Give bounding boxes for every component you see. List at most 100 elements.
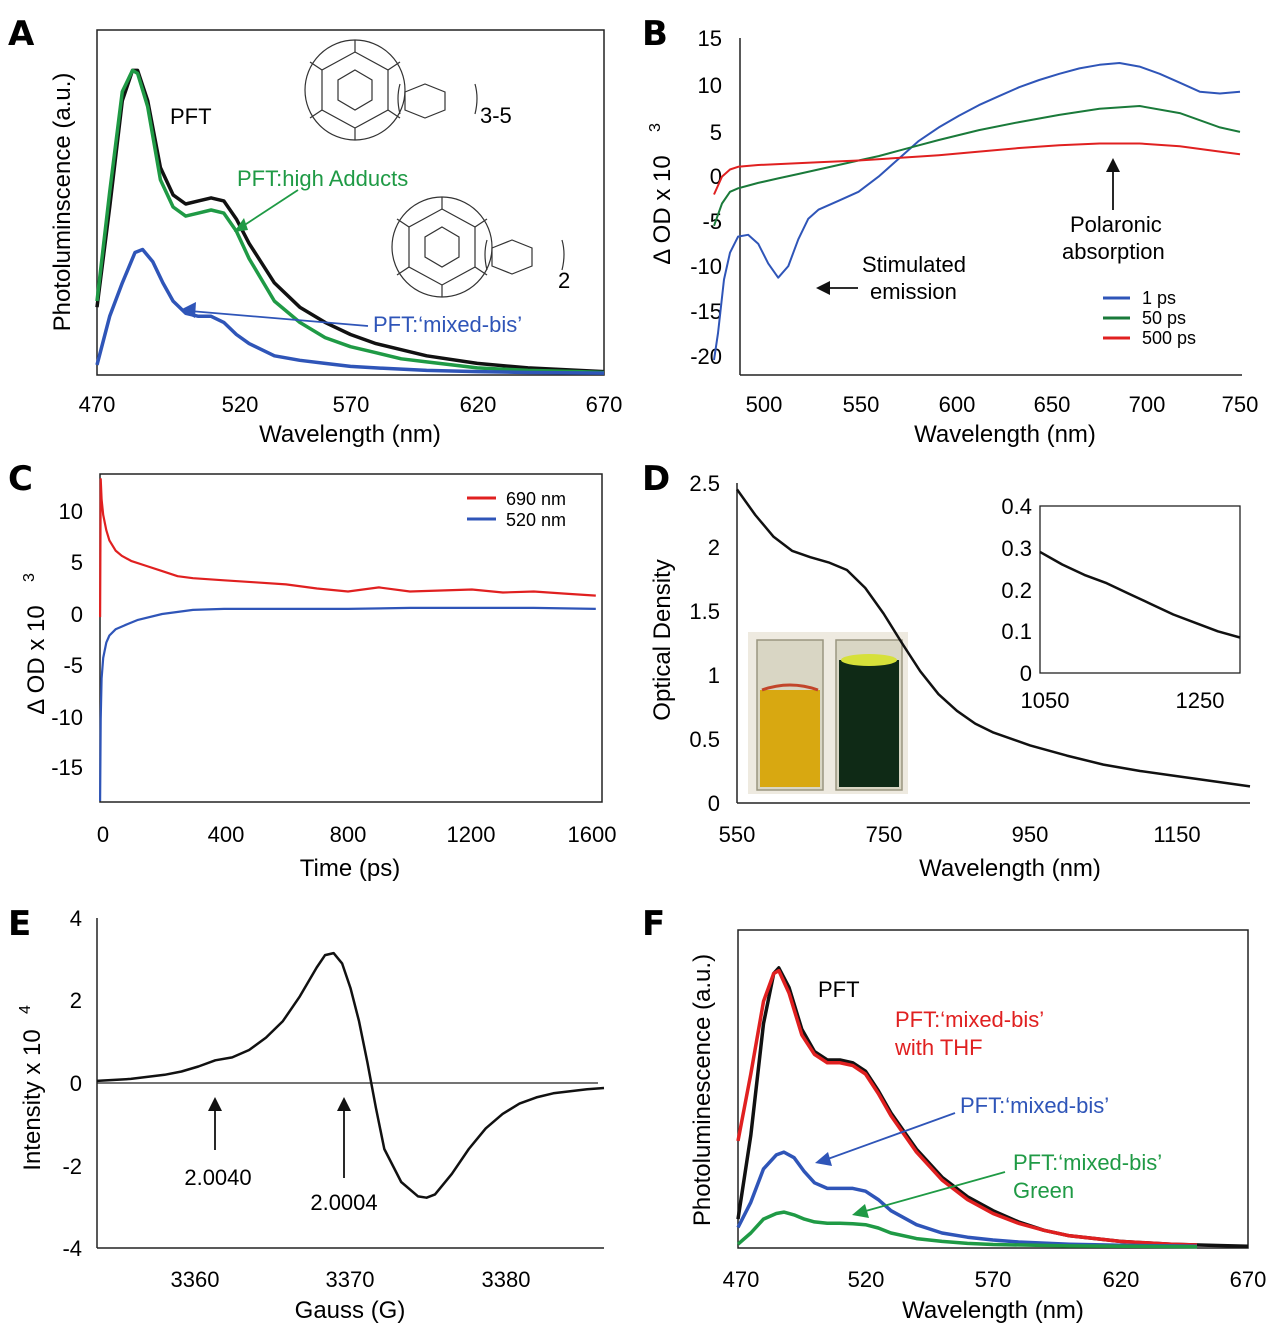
y-axis-label-text: Intensity x 10 — [19, 1029, 46, 1170]
y-ticks-d: 2.5 2 1.5 1 0.5 0 — [689, 471, 720, 816]
label-emission: emission — [870, 279, 957, 304]
y-axis-label-c: Δ OD x 10 3 — [21, 573, 50, 715]
arrow-head — [234, 218, 248, 232]
label-g-2-0040: 2.0040 — [184, 1165, 251, 1190]
y-axis-label-d: Optical Density — [649, 559, 676, 720]
x-axis-label-f: Wavelength (nm) — [902, 1297, 1084, 1324]
panel-d: D 2.5 2 1.5 1 0.5 0 550 750 950 1150 Wav… — [642, 459, 1251, 882]
series-line-1 — [713, 62, 1241, 361]
label-high-adducts: PFT:high Adducts — [237, 166, 408, 191]
x-tick-label: 620 — [1103, 1267, 1140, 1292]
x-tick-label: 470 — [79, 392, 116, 417]
y-axis-label-a: Photoluminscence (a.u.) — [49, 73, 76, 332]
x-tick-label: 550 — [719, 822, 756, 847]
x-ticks-c: 0 400 800 1200 1600 — [97, 822, 617, 847]
y-tick-label: 0 — [71, 602, 83, 627]
y-tick-label: 2.5 — [689, 471, 720, 496]
label-green: Green — [1013, 1178, 1074, 1203]
x-axis-label-c: Time (ps) — [300, 855, 400, 882]
inset-d: 0.4 0.3 0.2 0.1 0 1050 1250 — [1001, 494, 1241, 713]
series-line-3 — [95, 247, 605, 375]
plot-area-f — [736, 966, 1249, 1249]
x-ticks-d: 550 750 950 1150 — [719, 822, 1201, 847]
x-tick-label: 3360 — [171, 1267, 220, 1292]
label-with-thf: with THF — [894, 1035, 983, 1060]
y-tick-label: 0.2 — [1001, 578, 1032, 603]
label-absorption: absorption — [1062, 239, 1165, 264]
legend-label: 50 ps — [1142, 308, 1186, 328]
legend-label: 500 ps — [1142, 328, 1196, 348]
yellow-solution — [760, 690, 820, 787]
x-tick-label: 1200 — [447, 822, 496, 847]
green-solution — [839, 660, 899, 787]
y-tick-label: 1 — [708, 663, 720, 688]
x-tick-label: 400 — [208, 822, 245, 847]
inset-y-ticks: 0.4 0.3 0.2 0.1 0 — [1001, 494, 1032, 686]
arrow-head — [1106, 158, 1120, 172]
legend-label: 1 ps — [1142, 288, 1176, 308]
y-tick-label: 0.3 — [1001, 536, 1032, 561]
y-tick-label: 1.5 — [689, 599, 720, 624]
y-axis-label-e: Intensity x 10 4 — [17, 1005, 46, 1171]
y-tick-label: 0 — [1020, 661, 1032, 686]
x-ticks-b: 500 550 600 650 700 750 — [746, 392, 1259, 417]
y-ticks-e: 4 2 0 -2 -4 — [62, 906, 82, 1261]
x-tick-label: 570 — [333, 392, 370, 417]
panel-b: B 15 10 5 0 -5 -10 -15 -20 500 550 600 6… — [642, 14, 1258, 448]
legend-label: 690 nm — [506, 489, 566, 509]
y-axis-label-f: Photoluminescence (a.u.) — [689, 954, 716, 1226]
y-ticks-b: 15 10 5 0 -5 -10 -15 -20 — [690, 26, 722, 369]
x-tick-label: 3370 — [326, 1267, 375, 1292]
y-tick-label: -10 — [51, 705, 83, 730]
arrow-mixed-bis — [189, 310, 369, 327]
label-pft: PFT — [170, 104, 212, 129]
y-tick-label: 2 — [708, 535, 720, 560]
inset-x-ticks: 1050 1250 — [1021, 688, 1225, 713]
y-tick-label: 5 — [710, 120, 722, 145]
cuvette-photo — [748, 632, 908, 794]
y-tick-label: -4 — [62, 1236, 82, 1261]
plot-frame-f — [737, 929, 1249, 1249]
x-tick-label: 500 — [746, 392, 783, 417]
plot-area-d — [735, 488, 1251, 788]
plot-area-b — [713, 62, 1241, 361]
x-ticks-e: 3360 3370 3380 — [171, 1267, 531, 1292]
meniscus — [841, 654, 897, 666]
y-tick-label: 15 — [698, 26, 722, 51]
x-tick-label: 670 — [1230, 1267, 1267, 1292]
plot-frame-c — [99, 473, 603, 803]
arrow-head — [337, 1097, 351, 1111]
y-tick-label: 10 — [59, 499, 83, 524]
plot-area-c — [99, 478, 596, 802]
y-axis-label-superscript: 4 — [17, 1005, 34, 1014]
series-line-3 — [736, 1150, 1198, 1248]
x-tick-label: 0 — [97, 822, 109, 847]
x-tick-label: 600 — [939, 392, 976, 417]
label-g-2-0004: 2.0004 — [310, 1190, 377, 1215]
panel-letter-a: A — [8, 14, 35, 54]
series-line-1 — [96, 951, 605, 1199]
panel-f: F 470 520 570 620 670 Wavelength (nm) Ph… — [642, 904, 1266, 1324]
y-tick-label: 0 — [70, 1071, 82, 1096]
panel-letter-b: B — [642, 14, 668, 54]
y-tick-label: -10 — [690, 254, 722, 279]
label-pft: PFT — [818, 977, 860, 1002]
x-tick-label: 520 — [848, 1267, 885, 1292]
label-mixed-bis: PFT:‘mixed-bis’ — [373, 312, 522, 337]
panel-letter-f: F — [642, 904, 665, 944]
label-mixed-bis-green: PFT:‘mixed-bis’ — [1013, 1150, 1162, 1175]
arrow-high-adducts — [239, 189, 299, 229]
series-line-1 — [95, 68, 605, 374]
y-tick-label: -15 — [690, 299, 722, 324]
panel-a: A 470 520 570 620 670 Wavelength (nm) Ph… — [8, 14, 622, 448]
arrow-head — [852, 1204, 869, 1218]
y-axis-label-superscript: 3 — [647, 123, 664, 132]
legend-b: 1 ps 50 ps 500 ps — [1103, 288, 1196, 348]
x-ticks-a: 470 520 570 620 670 — [79, 392, 623, 417]
y-axis-label-b: Δ OD x 10 3 — [647, 123, 676, 265]
x-axis-label-b: Wavelength (nm) — [914, 421, 1096, 448]
meniscus — [761, 683, 819, 692]
x-tick-label: 800 — [330, 822, 367, 847]
series-line-3 — [713, 142, 1241, 195]
arrow-head — [816, 281, 830, 295]
